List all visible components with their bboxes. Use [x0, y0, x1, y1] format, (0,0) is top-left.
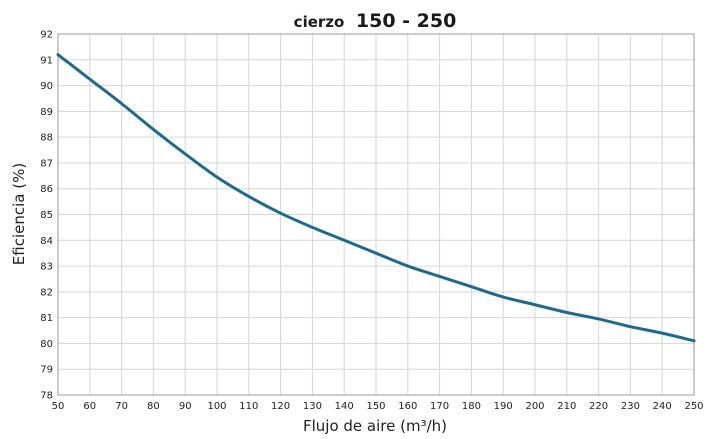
y-tick-label: 91: [40, 55, 53, 66]
x-tick-label: 50: [52, 401, 65, 412]
x-tick-label: 220: [589, 401, 608, 412]
y-tick-label: 87: [40, 158, 53, 169]
y-axis-ticks: 78 79 80 81 82 83 84 85 86 87 88 89 90 91 92: [40, 30, 53, 402]
x-tick-label: 70: [115, 401, 128, 412]
x-axis-label: Flujo de aire (m³/h): [303, 417, 447, 435]
x-tick-label: 90: [179, 401, 192, 412]
x-tick-label: 230: [621, 401, 640, 412]
x-tick-label: 60: [83, 401, 96, 412]
y-tick-label: 86: [40, 184, 53, 195]
grid: [57, 33, 695, 396]
y-tick-label: 90: [40, 81, 53, 92]
x-tick-label: 110: [239, 401, 258, 412]
y-tick-label: 88: [40, 133, 53, 144]
x-tick-label: 200: [525, 401, 544, 412]
y-tick-label: 81: [40, 313, 53, 324]
x-tick-label: 160: [398, 401, 417, 412]
x-tick-label: 250: [684, 401, 703, 412]
x-tick-label: 240: [653, 401, 672, 412]
y-tick-label: 83: [40, 262, 53, 273]
x-tick-label: 180: [462, 401, 481, 412]
y-tick-label: 85: [40, 210, 53, 221]
x-tick-label: 190: [494, 401, 513, 412]
x-tick-label: 210: [557, 401, 576, 412]
x-tick-label: 120: [271, 401, 290, 412]
chart-title-brand: cierzo: [294, 13, 345, 31]
plot-area-border: [57, 33, 695, 396]
x-tick-label: 130: [303, 401, 322, 412]
chart-title: cierzo 150 - 250: [294, 10, 457, 32]
y-tick-label: 80: [40, 339, 53, 350]
x-tick-label: 80: [147, 401, 160, 412]
chart-title-model: 150 - 250: [356, 10, 456, 32]
efficiency-line: [56, 53, 696, 343]
y-tick-label: 82: [40, 287, 53, 298]
y-axis-label: Eficiencia (%): [10, 163, 28, 265]
y-tick-label: 89: [40, 107, 53, 118]
x-tick-label: 100: [207, 401, 226, 412]
y-tick-label: 92: [40, 30, 53, 41]
y-tick-label: 79: [40, 365, 53, 376]
x-axis-ticks: 50 60 70 80 90 100 110 120 130 140 150 160 170 180 190…: [52, 401, 704, 412]
y-tick-label: 84: [40, 236, 53, 247]
x-tick-label: 140: [335, 401, 354, 412]
x-tick-label: 170: [430, 401, 449, 412]
x-tick-label: 150: [366, 401, 385, 412]
y-tick-label: 78: [40, 391, 53, 402]
